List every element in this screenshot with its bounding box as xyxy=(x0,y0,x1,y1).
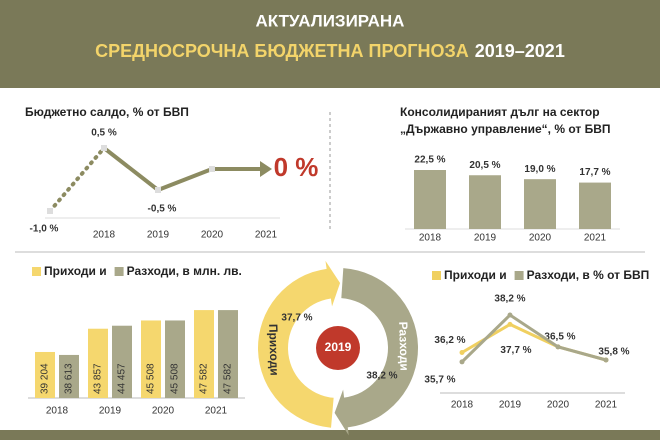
header-band xyxy=(0,0,660,88)
center-label: 2019 xyxy=(325,340,352,354)
x-tick-label: 2018 xyxy=(419,233,442,244)
x-tick-label: 2020 xyxy=(152,406,175,417)
bar xyxy=(141,320,161,398)
x-tick-label: 2019 xyxy=(99,406,122,417)
segment-name: Приходи xyxy=(266,324,281,376)
point xyxy=(209,166,215,172)
bar xyxy=(59,354,79,398)
bar xyxy=(218,310,238,398)
x-tick-label: 2021 xyxy=(255,230,278,241)
legend-label: Разходи, в % от БВП xyxy=(527,268,650,282)
series-segment xyxy=(102,146,160,192)
value-label: -0,5 % xyxy=(148,204,177,215)
footer-band xyxy=(0,430,660,440)
chart-title: Консолидираният дълг на сектор xyxy=(400,105,600,119)
point xyxy=(459,359,465,365)
point xyxy=(47,208,53,214)
value-label: 37,7 % xyxy=(281,313,312,324)
header-title: АКТУАЛИЗИРАНА xyxy=(256,11,405,30)
x-tick-label: 2018 xyxy=(451,400,474,411)
x-tick-label: 2019 xyxy=(499,400,522,411)
point xyxy=(603,357,609,363)
x-tick-label: 2020 xyxy=(529,233,552,244)
x-tick-label: 2019 xyxy=(474,233,497,244)
point xyxy=(507,321,513,327)
series-segment xyxy=(157,167,213,192)
value-label: 37,7 % xyxy=(500,345,531,356)
series-line xyxy=(460,313,607,363)
x-tick-label: 2021 xyxy=(595,400,618,411)
x-tick-label: 2021 xyxy=(205,406,228,417)
series-segment xyxy=(48,146,106,213)
point xyxy=(555,344,561,350)
value-label: 36,2 % xyxy=(434,335,465,346)
bar xyxy=(469,175,501,229)
value-label: 38,2 % xyxy=(366,371,397,382)
value-label: 45 508 xyxy=(146,363,157,394)
x-tick-label: 2020 xyxy=(201,230,224,241)
value-label: 45 508 xyxy=(170,363,181,394)
x-tick-label: 2020 xyxy=(547,400,570,411)
value-label: 0 % xyxy=(274,152,319,182)
chart-title: Бюджетно салдо, % от БВП xyxy=(25,105,189,119)
value-label: 35,8 % xyxy=(598,347,629,358)
donut-arrow xyxy=(334,268,418,436)
value-label: 19,0 % xyxy=(524,164,555,175)
point xyxy=(155,187,161,193)
value-label: 38 613 xyxy=(64,363,75,394)
value-label: 35,7 % xyxy=(424,375,455,386)
legend-label: Приходи и xyxy=(444,268,507,282)
bar xyxy=(414,170,446,229)
value-label: 44 457 xyxy=(117,363,128,394)
x-tick-label: 2018 xyxy=(46,406,69,417)
value-label: 38,2 % xyxy=(494,294,525,305)
value-label: 39 204 xyxy=(40,363,51,394)
legend-swatch xyxy=(114,267,124,276)
value-label: 47 582 xyxy=(199,363,210,394)
value-label: -1,0 % xyxy=(30,224,59,235)
legend-label: Приходи и xyxy=(44,264,107,278)
legend-swatch xyxy=(32,267,41,276)
bar xyxy=(88,328,108,398)
value-label: 0,5 % xyxy=(91,128,117,139)
x-tick-label: 2019 xyxy=(147,230,170,241)
period: 2019–2021 xyxy=(475,41,565,61)
point xyxy=(101,145,107,151)
bar xyxy=(112,325,132,398)
legend-label: Разходи, в млн. лв. xyxy=(127,264,242,278)
subtitle: СРЕДНОСРОЧНА БЮДЖЕТНА ПРОГНОЗА xyxy=(95,41,469,61)
x-tick-label: 2018 xyxy=(93,230,116,241)
chart-title: „Държавно управление“, % от БВП xyxy=(400,122,611,136)
value-label: 20,5 % xyxy=(469,160,500,171)
legend-swatch xyxy=(432,271,441,280)
point xyxy=(459,350,465,355)
value-label: 47 582 xyxy=(223,363,234,394)
bar xyxy=(165,320,185,398)
bar xyxy=(524,179,556,229)
bar xyxy=(35,351,55,398)
value-label: 22,5 % xyxy=(414,155,445,166)
donut-arrow xyxy=(257,260,341,428)
legend-swatch xyxy=(514,271,524,280)
header-subtitle: СРЕДНОСРОЧНА БЮДЖЕТНА ПРОГНОЗА 2019–2021 xyxy=(95,41,565,61)
center-circle xyxy=(316,326,360,370)
bar xyxy=(194,310,214,398)
bar xyxy=(579,182,611,229)
value-label: 43 857 xyxy=(93,363,104,394)
value-label: 17,7 % xyxy=(579,167,610,178)
value-label: 36,5 % xyxy=(544,332,575,343)
point xyxy=(507,312,513,318)
segment-name: Разходи xyxy=(396,321,411,371)
arrow-head xyxy=(260,161,272,177)
x-tick-label: 2021 xyxy=(584,233,607,244)
